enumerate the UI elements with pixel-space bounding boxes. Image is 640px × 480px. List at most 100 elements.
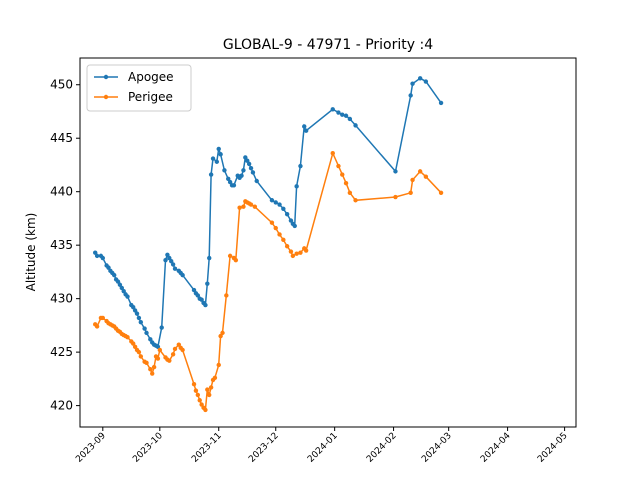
apogee-point	[255, 179, 259, 183]
apogee-point	[207, 256, 211, 260]
apogee-point	[251, 170, 255, 174]
x-tick-label: 2023-09	[74, 431, 108, 465]
apogee-point	[144, 331, 148, 335]
apogee-point	[232, 183, 236, 187]
legend-apogee-swatch-marker	[104, 75, 108, 79]
y-tick-label: 435	[50, 238, 73, 252]
perigee-point	[194, 388, 198, 392]
apogee-point	[160, 325, 164, 329]
apogee-point	[137, 316, 141, 320]
perigee-point	[220, 331, 224, 335]
apogee-point	[171, 262, 175, 266]
apogee-point	[249, 166, 253, 170]
legend-perigee-swatch-marker	[104, 95, 108, 99]
perigee-point	[353, 198, 357, 202]
perigee-point	[196, 393, 200, 397]
apogee-point	[304, 129, 308, 133]
perigee-point	[173, 347, 177, 351]
apogee-line	[95, 78, 441, 347]
apogee-point	[277, 202, 281, 206]
perigee-point	[198, 398, 202, 402]
perigee-point	[348, 191, 352, 195]
perigee-point	[281, 238, 285, 242]
x-tick-label: 2024-02	[365, 431, 399, 465]
perigee-point	[125, 335, 129, 339]
apogee-point	[217, 147, 221, 151]
apogee-point	[218, 152, 222, 156]
apogee-point	[142, 326, 146, 330]
apogee-point	[408, 93, 412, 97]
perigee-point	[277, 232, 281, 236]
x-tick-label: 2024-03	[420, 431, 454, 465]
perigee-point	[331, 151, 335, 155]
apogee-point	[336, 110, 340, 114]
x-tick-label: 2024-04	[479, 431, 513, 465]
perigee-point	[241, 204, 245, 208]
apogee-point	[203, 303, 207, 307]
apogee-point	[393, 169, 397, 173]
x-tick-label: 2023-11	[190, 431, 224, 465]
perigee-point	[228, 254, 232, 258]
chart-title: GLOBAL-9 - 47971 - Priority :4	[223, 37, 433, 53]
perigee-line	[95, 153, 441, 410]
perigee-point	[192, 382, 196, 386]
perigee-point	[95, 324, 99, 328]
apogee-point	[293, 224, 297, 228]
perigee-point	[291, 254, 295, 258]
apogee-point	[298, 164, 302, 168]
apogee-point	[424, 79, 428, 83]
perigee-point	[137, 350, 141, 354]
y-tick-label: 440	[50, 185, 73, 199]
apogee-point	[163, 258, 167, 262]
x-tick-label: 2024-01	[306, 431, 340, 465]
apogee-point	[281, 207, 285, 211]
apogee-point	[173, 267, 177, 271]
perigee-point	[144, 361, 148, 365]
apogee-point	[139, 320, 143, 324]
y-tick-label: 425	[50, 345, 73, 359]
perigee-point	[336, 164, 340, 168]
apogee-point	[205, 281, 209, 285]
apogee-point	[353, 123, 357, 127]
apogee-point	[331, 107, 335, 111]
apogee-point	[418, 76, 422, 80]
perigee-point	[393, 195, 397, 199]
perigee-point	[203, 408, 207, 412]
apogee-point	[302, 124, 306, 128]
apogee-point	[439, 101, 443, 105]
apogee-point	[135, 311, 139, 315]
perigee-point	[418, 169, 422, 173]
apogee-point	[101, 256, 105, 260]
perigee-point	[213, 376, 217, 380]
perigee-point	[344, 181, 348, 185]
perigee-point	[180, 348, 184, 352]
apogee-point	[241, 168, 245, 172]
apogee-point	[247, 162, 251, 166]
perigee-point	[304, 248, 308, 252]
apogee-point	[209, 172, 213, 176]
apogee-point	[211, 156, 215, 160]
perigee-point	[424, 175, 428, 179]
perigee-point	[285, 244, 289, 248]
legend: Apogee Perigee	[87, 65, 191, 111]
apogee-point	[294, 184, 298, 188]
perigee-point	[439, 191, 443, 195]
perigee-point	[234, 258, 238, 262]
perigee-point	[294, 252, 298, 256]
legend-apogee-label: Apogee	[128, 70, 174, 84]
apogee-point	[112, 273, 116, 277]
perigee-point	[408, 191, 412, 195]
plot-area: 420 425 430 435 440 445 450 2023-09 2023-10 2023-…	[50, 76, 570, 465]
perigee-point	[150, 371, 154, 375]
apogee-point	[239, 173, 243, 177]
x-tick-label: 2023-10	[131, 431, 165, 465]
perigee-point	[139, 354, 143, 358]
apogee-point	[410, 81, 414, 85]
y-tick-label: 450	[50, 78, 73, 92]
perigee-point	[205, 387, 209, 391]
perigee-point	[152, 365, 156, 369]
apogee-point	[285, 212, 289, 216]
apogee-point	[222, 168, 226, 172]
perigee-point	[101, 316, 105, 320]
y-tick-label: 445	[50, 131, 73, 145]
